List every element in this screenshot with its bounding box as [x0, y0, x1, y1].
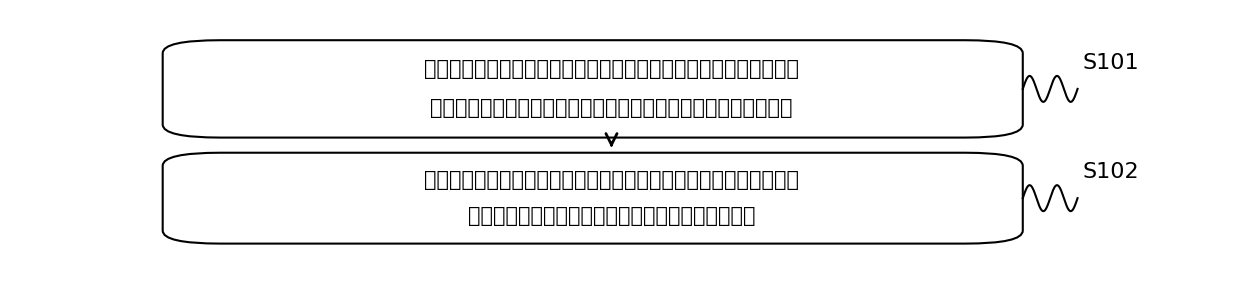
FancyBboxPatch shape	[162, 40, 1023, 138]
FancyBboxPatch shape	[162, 153, 1023, 244]
Text: 激光器激发转换体材料，并测量转换体材料中子辐射后的拉曼光谱: 激光器激发转换体材料，并测量转换体材料中子辐射后的拉曼光谱	[430, 98, 792, 118]
Text: 将附着于衬底表面的转换体材料放置于慢中子辐照环境中，利用拉曼: 将附着于衬底表面的转换体材料放置于慢中子辐照环境中，利用拉曼	[424, 59, 799, 80]
Text: 征峰偏移量，确定慢中子辐照环境中的中子辐射剂量: 征峰偏移量，确定慢中子辐照环境中的中子辐射剂量	[467, 206, 755, 226]
Text: S101: S101	[1083, 53, 1140, 73]
Text: 对比转换体材料中子辐射后的拉曼光谱与标定剂量表中拉曼光谱的特: 对比转换体材料中子辐射后的拉曼光谱与标定剂量表中拉曼光谱的特	[424, 170, 799, 190]
Text: S102: S102	[1083, 162, 1140, 182]
